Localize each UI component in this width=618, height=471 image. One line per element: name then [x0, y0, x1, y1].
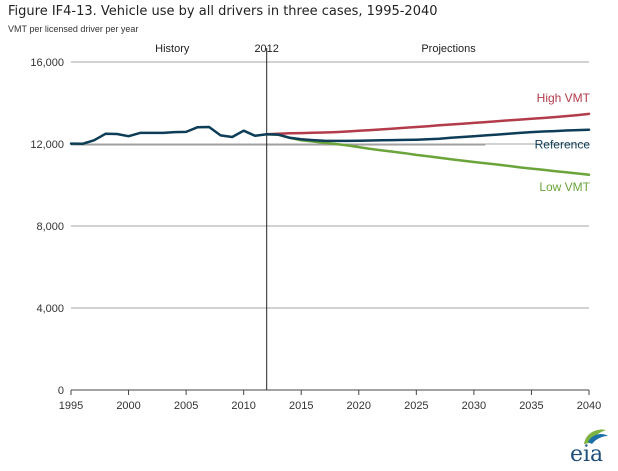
x-tick-label: 2025: [404, 400, 428, 412]
y-tick-label: 0: [58, 385, 64, 397]
x-tick-label: 2040: [577, 400, 601, 412]
series-label-low-vmt: Low VMT: [539, 180, 590, 194]
y-tick-label: 8,000: [36, 221, 64, 233]
x-tick-label: 1995: [59, 400, 83, 412]
divider-label: 2012: [254, 43, 278, 55]
history-label: History: [155, 43, 190, 55]
x-tick-label: 2000: [116, 400, 140, 412]
x-tick-label: 2030: [462, 400, 486, 412]
series-line-high-vmt: [265, 112, 591, 136]
series-line-low-vmt: [265, 132, 591, 177]
chart-title: Figure IF4-13. Vehicle use by all driver…: [8, 4, 438, 19]
x-tick-label: 2035: [519, 400, 543, 412]
y-tick-label: 12,000: [30, 139, 64, 151]
logo-swirl-icon: [588, 434, 608, 444]
eia-logo: eia: [570, 429, 608, 466]
x-tick-label: 2015: [289, 400, 313, 412]
chart-subtitle: VMT per licensed driver per year: [8, 24, 139, 34]
y-tick-label: 4,000: [36, 303, 64, 315]
y-tick-label: 16,000: [30, 57, 64, 69]
projections-label: Projections: [421, 43, 476, 55]
x-tick-label: 2020: [347, 400, 371, 412]
x-tick-label: 2010: [231, 400, 255, 412]
logo-text: eia: [570, 442, 603, 466]
series-line-reference: [69, 125, 591, 146]
series-label-high-vmt: High VMT: [537, 91, 591, 105]
series-label-reference: Reference: [535, 138, 591, 152]
x-tick-label: 2005: [174, 400, 198, 412]
